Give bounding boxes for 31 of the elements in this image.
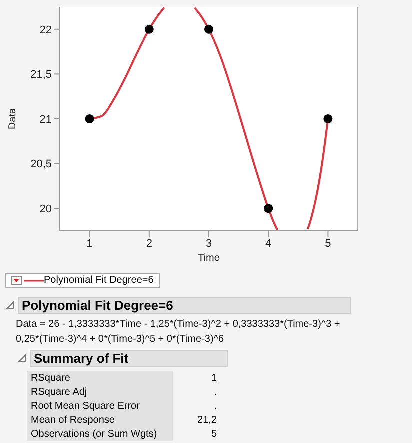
text: . <box>213 400 218 413</box>
text: 1 <box>210 372 218 385</box>
text: RSquare <box>27 371 173 385</box>
y-tick-label: 20 <box>40 204 52 216</box>
legend-label: Polynomial Fit Degree=6 <box>44 275 154 286</box>
point <box>324 114 333 124</box>
text: Data = 26 - 1,3333333*Time - 1,25*(Time-3)^2 + 0,3333333*(Time-3)^3 + 0,25*(Time-3)^4 + 0*(Time-3)^5 + 0*(Time-3)^6 <box>16 318 342 347</box>
x-tick-label: 5 <box>325 238 332 250</box>
y-tick-label: 21 <box>40 114 52 126</box>
text: Summary of Fit <box>30 350 228 367</box>
point <box>264 204 274 214</box>
y-tick-label: 21,5 <box>30 69 52 82</box>
x-tick-label: 3 <box>206 238 212 250</box>
text: . <box>213 386 218 399</box>
text: Root Mean Square Error <box>27 399 173 413</box>
point <box>85 114 94 124</box>
text: 5 <box>210 428 218 441</box>
point <box>144 24 154 34</box>
point <box>204 24 214 34</box>
y-tick-label: 22 <box>40 24 52 36</box>
text: 21,2 <box>196 414 218 427</box>
text: Observations (or Sum Wgts) <box>27 427 173 441</box>
x-axis-title: Time <box>198 253 220 264</box>
y-tick-label: 20,5 <box>30 158 52 171</box>
text: Mean of Response <box>27 413 173 427</box>
x-tick-label: 2 <box>146 238 152 250</box>
y-axis-title: Data <box>8 108 19 130</box>
text: Polynomial Fit Degree=6 <box>18 297 351 314</box>
text: RSquare Adj <box>27 385 173 399</box>
x-tick-label: 4 <box>266 238 272 250</box>
x-tick-label: 1 <box>86 238 93 250</box>
